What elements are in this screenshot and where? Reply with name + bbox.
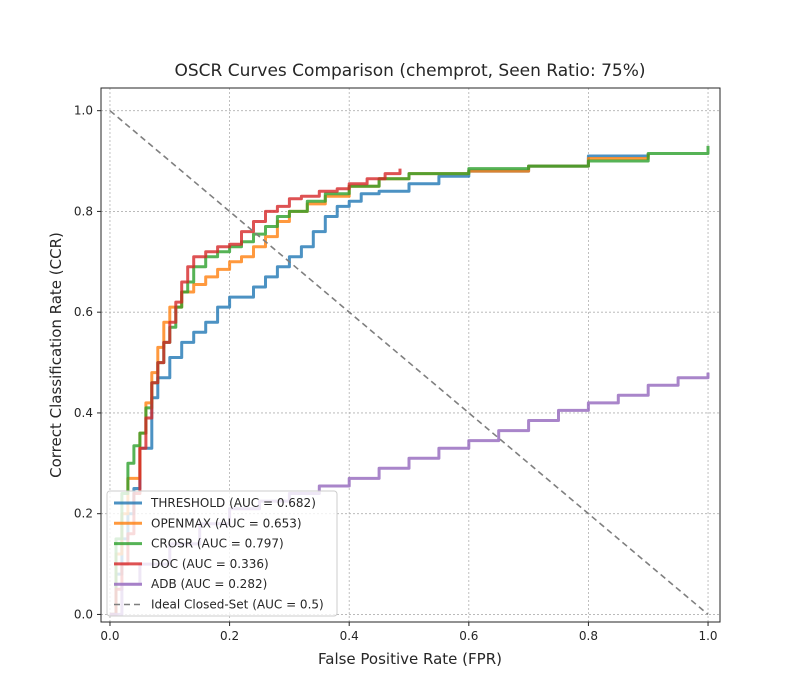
chart-title: OSCR Curves Comparison (chemprot, Seen R… (175, 61, 646, 81)
axis-ticks: 0.0 0.2 0.4 0.6 0.8 1.0 0.0 0.2 0.4 0.6 0.8 1.0 (74, 104, 718, 643)
legend-label-5: Ideal Closed-Set (AUC = 0.5) (151, 598, 324, 612)
series-line-3 (110, 168, 402, 616)
legend-label-3: DOC (AUC = 0.336) (151, 557, 269, 571)
y-tick-label: 1.0 (74, 104, 93, 118)
y-tick-label: 0.0 (74, 607, 93, 621)
x-axis-label: False Positive Rate (FPR) (318, 650, 502, 668)
legend-label-1: OPENMAX (AUC = 0.653) (151, 516, 302, 530)
x-tick-label: 1.0 (698, 629, 717, 643)
legend: THRESHOLD (AUC = 0.682) OPENMAX (AUC = 0.… (106, 490, 338, 617)
y-tick-label: 0.8 (74, 204, 93, 218)
series-line-5 (109, 110, 709, 616)
x-tick-label: 0.4 (340, 629, 359, 643)
legend-label-2: CROSR (AUC = 0.797) (151, 537, 284, 551)
x-tick-label: 0.2 (220, 629, 239, 643)
legend-label-0: THRESHOLD (AUC = 0.682) (150, 496, 316, 510)
x-tick-label: 0.0 (100, 629, 119, 643)
legend-box (106, 490, 338, 617)
y-tick-label: 0.2 (74, 507, 93, 521)
y-tick-label: 0.6 (74, 305, 93, 319)
x-tick-label: 0.8 (579, 629, 598, 643)
y-axis-label: Correct Classification Rate (CCR) (47, 232, 65, 478)
plot-frame (100, 87, 721, 623)
legend-label-4: ADB (AUC = 0.282) (151, 577, 267, 591)
y-tick-label: 0.4 (74, 406, 93, 420)
x-tick-label: 0.6 (459, 629, 478, 643)
